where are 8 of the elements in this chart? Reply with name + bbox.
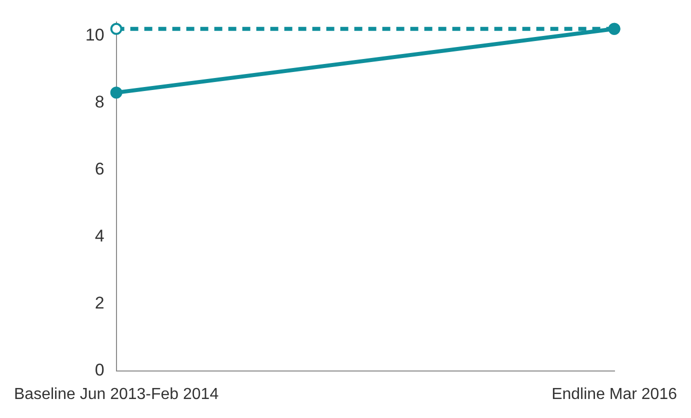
y-tick-label: 0 <box>94 360 104 380</box>
y-tick-label: 10 <box>85 25 104 44</box>
y-tick-label: 2 <box>94 293 104 312</box>
y-tick-label: 8 <box>94 92 104 112</box>
y-tick-label: 6 <box>94 159 104 178</box>
x-tick-label: Baseline Jun 2013-Feb 2014 <box>14 386 219 403</box>
y-tick-label: 4 <box>94 226 104 246</box>
x-tick-label: Endline Mar 2016 <box>552 386 678 403</box>
